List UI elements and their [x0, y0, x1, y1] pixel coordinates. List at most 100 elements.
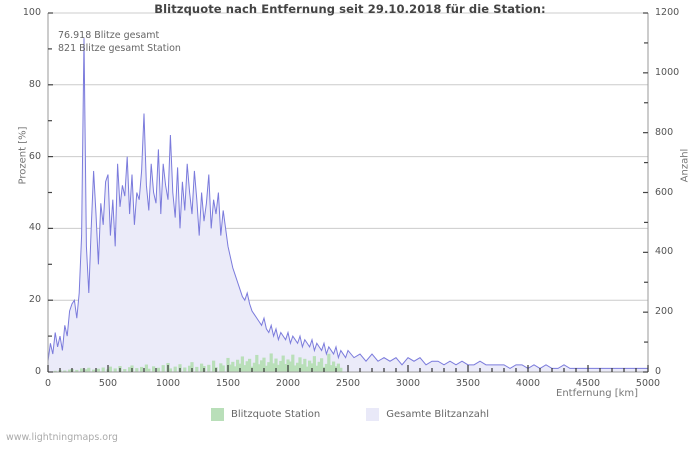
series-bar-station-quote	[329, 365, 333, 372]
series-bar-station-quote	[156, 367, 160, 372]
series-bar-station-quote	[315, 365, 319, 372]
tick-label-x: 4000	[515, 378, 541, 389]
legend-swatch-station	[211, 408, 224, 421]
series-bar-station-quote	[226, 357, 230, 372]
tick-label-x: 1000	[155, 378, 181, 389]
series-bar-station-quote	[260, 360, 264, 372]
tick-label-y-left: 100	[22, 7, 41, 18]
legend-label-station: Blitzquote Station	[231, 409, 321, 420]
series-bar-station-quote	[221, 365, 225, 372]
series-bar-station-quote	[183, 367, 187, 372]
tick-label-y-right: 1000	[655, 66, 680, 78]
footer-watermark: www.lightningmaps.org	[6, 432, 118, 443]
series-bar-station-quote	[284, 363, 288, 372]
series-bar-station-quote	[63, 370, 67, 372]
series-bar-station-quote	[188, 365, 192, 372]
series-bar-station-quote	[75, 369, 79, 372]
series-bar-station-quote	[200, 363, 204, 372]
series-bar-station-quote	[320, 358, 324, 372]
legend-label-total: Gesamte Blitzanzahl	[386, 409, 489, 420]
series-bar-station-quote	[190, 362, 194, 372]
tick-label-y-right: 800	[655, 126, 674, 138]
series-bar-station-quote	[332, 361, 336, 372]
page-title: Blitzquote nach Entfernung seit 29.10.20…	[154, 2, 546, 16]
tick-label-x: 0	[44, 378, 52, 389]
series-bar-station-quote	[128, 367, 132, 372]
series-bar-station-quote	[339, 367, 343, 372]
tick-label-y-left: 40	[28, 222, 41, 234]
series-bar-station-quote	[252, 362, 256, 372]
series-bar-station-quote	[147, 368, 151, 372]
series-bar-station-quote	[236, 359, 240, 372]
y-axis-label-right: Anzahl	[679, 148, 691, 183]
tick-label-x: 2500	[335, 378, 361, 389]
series-bar-station-quote	[207, 364, 211, 372]
series-bar-station-quote	[276, 364, 280, 372]
tick-label-y-right: 0	[655, 366, 662, 377]
series-bar-station-quote	[300, 364, 304, 372]
legend-item-total: Gesamte Blitzanzahl	[366, 408, 489, 421]
series-bar-station-quote	[324, 363, 328, 372]
series-bar-station-quote	[293, 365, 297, 372]
series-bar-station-quote	[312, 356, 316, 372]
series-bar-station-quote	[296, 362, 300, 372]
tick-label-x: 3000	[395, 378, 421, 389]
series-bar-station-quote	[92, 369, 96, 372]
tick-label-y-right: 600	[655, 186, 674, 198]
series-line-total-strikes	[47, 38, 648, 369]
tick-label-x: 1500	[215, 378, 241, 389]
tick-label-x: 500	[98, 378, 118, 389]
series-bar-station-quote	[135, 368, 139, 372]
series-bar-station-quote	[161, 365, 165, 372]
series-bar-station-quote	[101, 367, 105, 372]
series-bar-station-quote	[262, 357, 266, 372]
series-bar-station-quote	[240, 356, 244, 372]
series-bar-station-quote	[272, 363, 276, 372]
tick-label-y-left: 80	[28, 78, 41, 90]
tick-label-x: 5000	[635, 378, 661, 389]
series-bar-station-quote	[274, 358, 278, 372]
series-bar-station-quote	[298, 357, 302, 372]
tick-label-x: 2000	[275, 378, 301, 389]
series-bar-station-quote	[53, 370, 57, 372]
series-bar-station-quote	[113, 368, 117, 372]
tick-label-y-right: 1200	[655, 7, 680, 18]
tick-label-x: 4500	[575, 378, 601, 389]
series-bar-station-quote	[84, 369, 88, 372]
series-bar-station-quote	[144, 364, 148, 372]
series-bar-station-quote	[243, 365, 247, 372]
series-bar-station-quote	[336, 363, 340, 372]
series-bar-station-quote	[327, 353, 331, 372]
series-bar-station-quote	[123, 369, 127, 372]
series-bar-station-quote	[108, 366, 112, 372]
tick-label-y-left: 20	[28, 294, 41, 306]
tick-label-y-left: 60	[28, 150, 41, 162]
series-bar-station-quote	[195, 366, 199, 372]
series-bar-station-quote	[231, 361, 235, 372]
series-bar-station-quote	[245, 361, 249, 372]
series-bar-station-quote	[303, 358, 307, 372]
y-axis-label-left: Prozent [%]	[17, 126, 29, 185]
series-bar-station-quote	[219, 363, 223, 372]
series-bar-station-quote	[80, 368, 84, 372]
series-bar-station-quote	[255, 354, 259, 372]
tick-label-x: 3500	[455, 378, 481, 389]
series-bar-station-quote	[140, 366, 144, 372]
legend-item-station: Blitzquote Station	[211, 408, 320, 421]
series-bar-station-quote	[168, 368, 172, 372]
series-bar-station-quote	[308, 360, 312, 372]
series-bar-station-quote	[267, 362, 271, 372]
series-bar-station-quote	[269, 353, 273, 372]
series-bar-station-quote	[288, 361, 292, 372]
series-bar-station-quote	[212, 360, 216, 372]
x-axis-label: Entfernung [km]	[556, 388, 639, 399]
series-bar-station-quote	[233, 366, 237, 372]
series-bar-station-quote	[291, 354, 295, 372]
series-bar-station-quote	[279, 360, 283, 372]
tick-label-y-left: 0	[34, 366, 41, 377]
series-bar-station-quote	[281, 355, 285, 372]
series-bar-station-quote	[305, 366, 309, 372]
series-bar-station-quote	[264, 365, 268, 372]
series-bar-station-quote	[87, 367, 91, 372]
